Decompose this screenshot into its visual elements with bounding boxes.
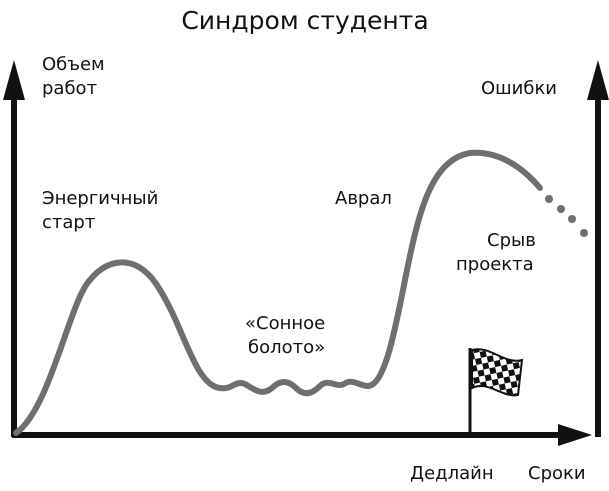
label: Сроки xyxy=(528,463,586,484)
axes xyxy=(3,60,609,446)
curve-dots xyxy=(545,195,588,237)
label: Объем xyxy=(42,54,105,75)
label: работ xyxy=(42,78,97,99)
label: Срыв xyxy=(487,230,536,251)
finish-flag xyxy=(468,348,524,435)
label: «Сонное xyxy=(245,313,325,334)
title: Синдром студента xyxy=(181,6,428,35)
label: проекта xyxy=(456,254,534,275)
label: Аврал xyxy=(335,188,392,209)
label: Ошибки xyxy=(481,78,557,99)
label: старт xyxy=(42,212,95,233)
workload-curve xyxy=(13,149,543,436)
label: Энергичный xyxy=(42,188,158,209)
label: Дедлайн xyxy=(410,463,494,484)
label: болото» xyxy=(248,337,325,358)
